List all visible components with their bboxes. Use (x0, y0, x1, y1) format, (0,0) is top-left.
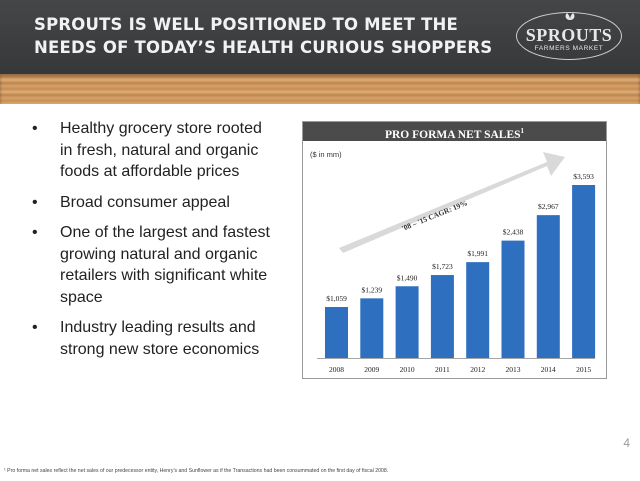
bar-2012 (466, 262, 490, 358)
slide-title-line-1: SPROUTS IS WELL POSITIONED TO MEET THE (34, 15, 459, 34)
logo-subtitle: FARMERS MARKET (534, 45, 604, 52)
bar-2010 (395, 286, 419, 358)
chart-title: PRO FORMA NET SALES1 (303, 122, 606, 141)
value-label-2015: $3,593 (573, 172, 594, 181)
bullet-text: One of the largest and fastest growing n… (60, 224, 270, 306)
bar-2008 (325, 307, 348, 358)
bullet-marker: • (32, 193, 38, 211)
value-label-2011: $1,723 (432, 262, 453, 271)
wood-band (0, 74, 640, 104)
bar-2015 (572, 185, 596, 358)
footnote: ¹ Pro forma net sales reflect the net sa… (4, 468, 389, 474)
bar-2013 (501, 240, 525, 358)
bullet-list: • Healthy grocery store rooted in fresh, … (32, 118, 272, 369)
bullet-marker: • (32, 319, 38, 336)
page-number: 4 (623, 436, 630, 450)
bar-2011 (430, 275, 454, 358)
chart-title-text: PRO FORMA NET SALES (384, 128, 521, 141)
x-tick-2013: 2013 (506, 365, 521, 374)
sprouts-logo: SPROUTS FARMERS MARKET (516, 12, 622, 60)
value-label-2013: $2,438 (503, 228, 524, 237)
bar-chart: '08 – '15 CAGR: 19% $1,059 2008 $1,239 2009 $… (317, 152, 596, 374)
x-tick-2010: 2010 (400, 365, 415, 374)
bullet-text: Industry leading results and strong new … (60, 319, 260, 358)
leaf-icon (565, 13, 575, 20)
value-label-2008: $1,059 (326, 294, 347, 303)
slide-title-line-2: NEEDS OF TODAY’S HEALTH CURIOUS SHOPPERS (34, 38, 493, 57)
bar-2014 (536, 215, 560, 358)
bullet-item: • One of the largest and fastest growing … (32, 222, 272, 308)
chart-title-footnote-marker: 1 (520, 127, 525, 135)
value-label-2012: $1,991 (467, 249, 488, 258)
bullet-item: • Broad consumer appeal (32, 192, 272, 214)
x-tick-2014: 2014 (541, 365, 556, 374)
chart-unit-label: ($ in mm) (310, 150, 342, 159)
x-tick-2015: 2015 (576, 365, 591, 374)
value-label-2010: $1,490 (397, 273, 418, 282)
x-tick-2011: 2011 (435, 365, 450, 374)
chart-panel: PRO FORMA NET SALES1 ($ in mm) '08 – '15… (302, 121, 607, 379)
cagr-arrow (339, 152, 565, 253)
cagr-annotation: '08 – '15 CAGR: 19% (400, 198, 468, 233)
bar-2009 (360, 298, 384, 358)
value-label-2009: $1,239 (361, 285, 382, 294)
bullet-item: • Healthy grocery store rooted in fresh, … (32, 118, 272, 183)
bullet-text: Healthy grocery store rooted in fresh, n… (60, 120, 262, 180)
slide-title: SPROUTS IS WELL POSITIONED TO MEET THE N… (34, 13, 504, 59)
logo-name: SPROUTS (525, 25, 613, 45)
x-tick-2012: 2012 (470, 365, 485, 374)
value-label-2014: $2,967 (538, 202, 559, 211)
x-tick-2009: 2009 (364, 365, 379, 374)
x-tick-2008: 2008 (329, 365, 344, 374)
header-banner: SPROUTS IS WELL POSITIONED TO MEET THE N… (0, 0, 640, 74)
bullet-marker: • (32, 224, 38, 241)
bullet-item: • Industry leading results and strong new… (32, 317, 272, 360)
bullet-marker: • (32, 120, 38, 137)
bullet-text: Broad consumer appeal (60, 193, 230, 211)
